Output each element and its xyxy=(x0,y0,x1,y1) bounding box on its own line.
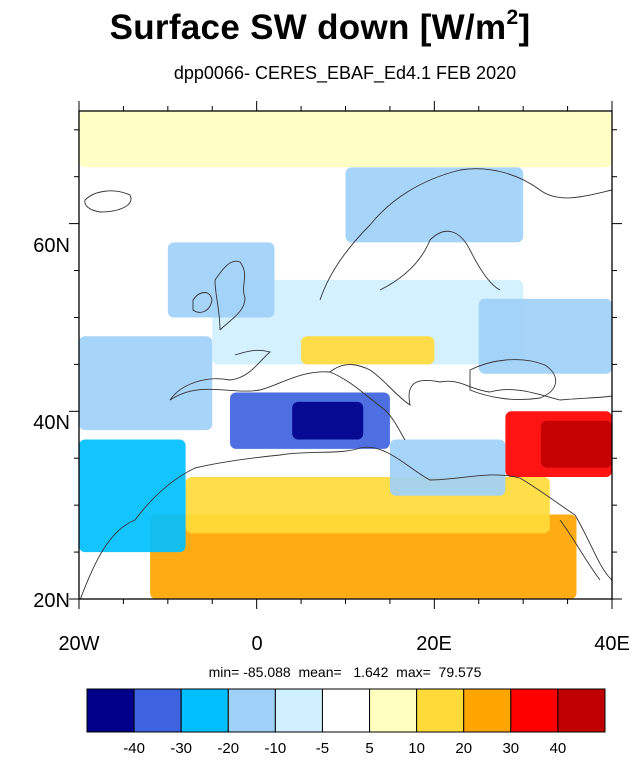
colorbar-label: 5 xyxy=(365,740,374,757)
colorbar-label: -10 xyxy=(264,740,287,757)
colorbar-box xyxy=(133,688,182,733)
coastline-italy xyxy=(329,371,406,441)
colorbar-box xyxy=(274,688,323,733)
x-tick-label-0: 0 xyxy=(251,633,262,655)
coastline-britain xyxy=(214,260,246,331)
colorbar-box xyxy=(180,688,229,733)
y-tick-label-40n: 40N xyxy=(33,412,70,434)
colorbar-label: -20 xyxy=(217,740,240,757)
chart-title: Surface SW down [W/m2] xyxy=(109,6,531,47)
coastline-scandinavia xyxy=(319,168,612,301)
coastline-europe xyxy=(169,364,612,406)
colorbar-box xyxy=(321,688,371,733)
colorbar-box xyxy=(463,688,512,733)
field-stats: min= -85.088 mean= 1.642 max= 79.575 xyxy=(208,664,482,680)
colorbar-box xyxy=(86,688,135,733)
chart-subtitle: dpp0066- CERES_EBAF_Ed4.1 FEB 2020 xyxy=(173,63,517,83)
colorbar-label: 10 xyxy=(408,740,425,757)
field-region-atlantic-west xyxy=(79,336,213,431)
coastline-baltic xyxy=(379,230,501,291)
anomaly-field xyxy=(79,111,612,599)
field-region-alps xyxy=(301,336,435,365)
field-region-arctic xyxy=(79,111,612,168)
x-tick-label-20e: 20E xyxy=(416,633,452,655)
coastlines xyxy=(79,168,612,599)
field-region-atlantic-morocco xyxy=(79,439,186,553)
colorbar-label: -40 xyxy=(123,740,145,757)
coastline-red-sea xyxy=(559,519,601,581)
x-tick-label-40e: 40E xyxy=(594,633,630,655)
y-tick-label-60n: 60N xyxy=(33,235,70,257)
field-region-scandinavia xyxy=(345,167,524,243)
field-region-british-isles xyxy=(167,242,275,318)
colorbar xyxy=(86,688,606,733)
colorbar-box xyxy=(227,688,276,733)
coastline-africa xyxy=(79,446,612,599)
colorbar-box xyxy=(510,688,559,733)
coastline-black-sea xyxy=(469,359,557,400)
axis-ticks xyxy=(69,101,622,609)
field-region-middle-east-core xyxy=(540,420,612,468)
colorbar-label: 30 xyxy=(502,740,520,757)
colorbar-box xyxy=(416,688,465,733)
colorbar-label: -30 xyxy=(170,740,193,757)
colorbar-box xyxy=(557,688,606,733)
field-region-central-europe xyxy=(212,279,524,365)
colorbar-box xyxy=(369,688,418,733)
field-region-north-africa-south xyxy=(150,514,577,599)
field-region-east-europe xyxy=(478,298,612,374)
field-region-east-med xyxy=(389,439,506,496)
colorbar-label: 40 xyxy=(549,740,567,757)
coastline-iceland xyxy=(84,190,132,213)
x-tick-label-20w: 20W xyxy=(58,633,99,655)
coastline-ireland xyxy=(192,292,213,313)
y-tick-label-20n: 20N xyxy=(33,590,70,612)
field-region-west-med-core xyxy=(292,401,364,440)
colorbar-label: 20 xyxy=(455,740,473,757)
coastline-iberia xyxy=(169,349,271,401)
colorbar-label: -5 xyxy=(315,740,330,757)
